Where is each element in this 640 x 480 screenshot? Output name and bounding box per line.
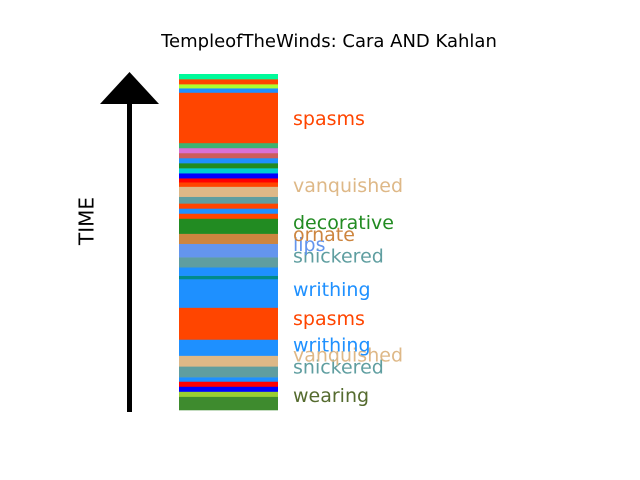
timeline-band: [179, 203, 278, 209]
timeline-band: [179, 79, 278, 85]
timeline-band: [179, 391, 278, 397]
time-arrow-shaft: [127, 100, 132, 412]
timeline-label: spasms: [293, 108, 365, 130]
timeline-band: [179, 307, 278, 340]
timeline-band: [179, 355, 278, 367]
timeline-label: spasms: [293, 308, 365, 330]
timeline-label: wearing: [293, 385, 369, 407]
timeline-band: [179, 386, 278, 392]
timeline-band: [179, 339, 278, 356]
timeline-band: [179, 381, 278, 387]
timeline-band: [179, 182, 278, 187]
timeline-band: [179, 168, 278, 174]
timeline-band: [179, 366, 278, 378]
timeline-band: [179, 267, 278, 276]
timeline-label: vanquished: [293, 175, 403, 197]
timeline-band: [179, 278, 278, 308]
timeline-band: [179, 213, 278, 219]
timeline-band: [179, 84, 278, 89]
timeline-band: [179, 163, 278, 169]
timeline-band: [179, 257, 278, 268]
timeline-label: vanquished: [293, 345, 403, 367]
timeline-label: snickered: [293, 246, 384, 268]
timeline-band: [179, 152, 278, 159]
timeline-label: writhing: [293, 279, 371, 301]
timeline-band: [179, 178, 278, 183]
timeline-band: [179, 218, 278, 234]
timeline-band: [179, 88, 278, 93]
time-axis-label: TIME: [75, 197, 99, 246]
bands-layer: [179, 74, 278, 411]
timeline-band: [179, 208, 278, 214]
timeline-band: [179, 377, 278, 382]
time-arrow-head: [100, 72, 159, 104]
timeline-band: [179, 186, 278, 197]
timeline-band: [179, 233, 278, 244]
timeline-band: [179, 396, 278, 411]
time-axis: TIME: [75, 72, 159, 412]
timeline-label: ornate: [293, 224, 355, 246]
timeline-label: writhing: [293, 335, 371, 357]
timeline-band: [179, 243, 278, 258]
timeline-band: [179, 92, 278, 144]
timeline-band: [179, 158, 278, 164]
timeline-label: lips: [293, 234, 326, 256]
timeline-band: [179, 275, 278, 280]
timeline-band: [179, 74, 278, 80]
chart-title: TempleofTheWinds: Cara AND Kahlan: [161, 31, 497, 52]
labels-layer: wearingsnickeredvanquishedwrithingspasms…: [293, 108, 403, 407]
timeline-band: [179, 173, 278, 179]
timeline-band: [179, 196, 278, 204]
timeline-label: decorative: [293, 212, 394, 234]
timeline-label: snickered: [293, 357, 384, 379]
timeline-band: [179, 142, 278, 149]
timeline-band: [179, 147, 278, 154]
